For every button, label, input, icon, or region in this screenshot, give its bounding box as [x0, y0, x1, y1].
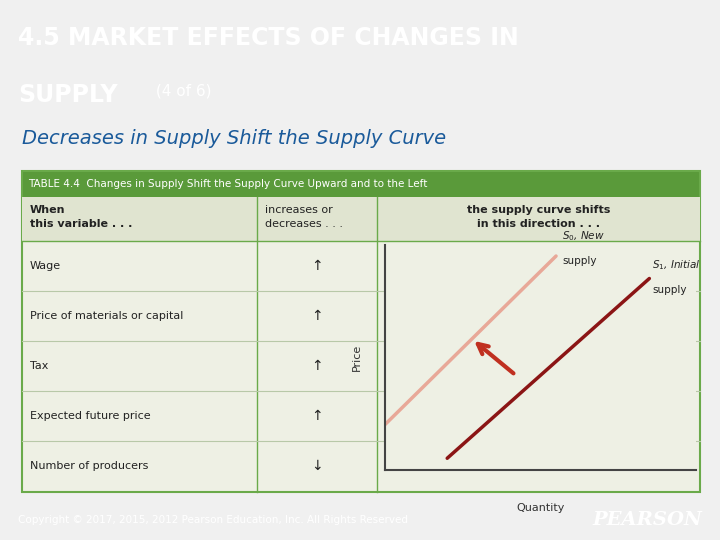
Text: ↑: ↑ — [311, 409, 323, 423]
Text: ↑: ↑ — [311, 309, 323, 323]
Text: Expected future price: Expected future price — [30, 411, 150, 421]
Text: Wage: Wage — [30, 261, 61, 271]
Text: supply: supply — [562, 256, 597, 266]
Bar — [22, 171, 700, 197]
Text: Tax: Tax — [30, 361, 48, 371]
Bar — [22, 197, 700, 241]
Text: Price of materials or capital: Price of materials or capital — [30, 311, 184, 321]
Text: increases or: increases or — [265, 205, 333, 215]
Text: Decreases in Supply Shift the Supply Curve: Decreases in Supply Shift the Supply Cur… — [22, 129, 446, 148]
Bar — [22, 197, 700, 491]
Text: Copyright © 2017, 2015, 2012 Pearson Education, Inc. All Rights Reserved: Copyright © 2017, 2015, 2012 Pearson Edu… — [18, 515, 408, 525]
Text: 4.5 MARKET EFFECTS OF CHANGES IN: 4.5 MARKET EFFECTS OF CHANGES IN — [18, 26, 518, 50]
Text: SUPPLY: SUPPLY — [18, 83, 117, 107]
Text: Number of producers: Number of producers — [30, 461, 148, 471]
Text: ↑: ↑ — [311, 259, 323, 273]
Bar — [22, 171, 700, 491]
Text: this variable . . .: this variable . . . — [30, 219, 132, 229]
Text: Price: Price — [352, 343, 362, 371]
Text: in this direction . . .: in this direction . . . — [477, 219, 600, 229]
Text: When: When — [30, 205, 66, 215]
Text: (4 of 6): (4 of 6) — [151, 83, 212, 98]
Text: ↓: ↓ — [311, 460, 323, 474]
Text: $S_0$, New: $S_0$, New — [562, 229, 605, 242]
Text: Quantity: Quantity — [516, 503, 564, 513]
Text: PEARSON: PEARSON — [592, 511, 702, 529]
Text: the supply curve shifts: the supply curve shifts — [467, 205, 610, 215]
Text: $S_1$, Initial: $S_1$, Initial — [652, 258, 701, 272]
Text: supply: supply — [652, 285, 687, 295]
Text: ↑: ↑ — [311, 359, 323, 373]
Text: decreases . . .: decreases . . . — [265, 219, 343, 229]
Text: TABLE 4.4  Changes in Supply Shift the Supply Curve Upward and to the Left: TABLE 4.4 Changes in Supply Shift the Su… — [28, 179, 428, 189]
